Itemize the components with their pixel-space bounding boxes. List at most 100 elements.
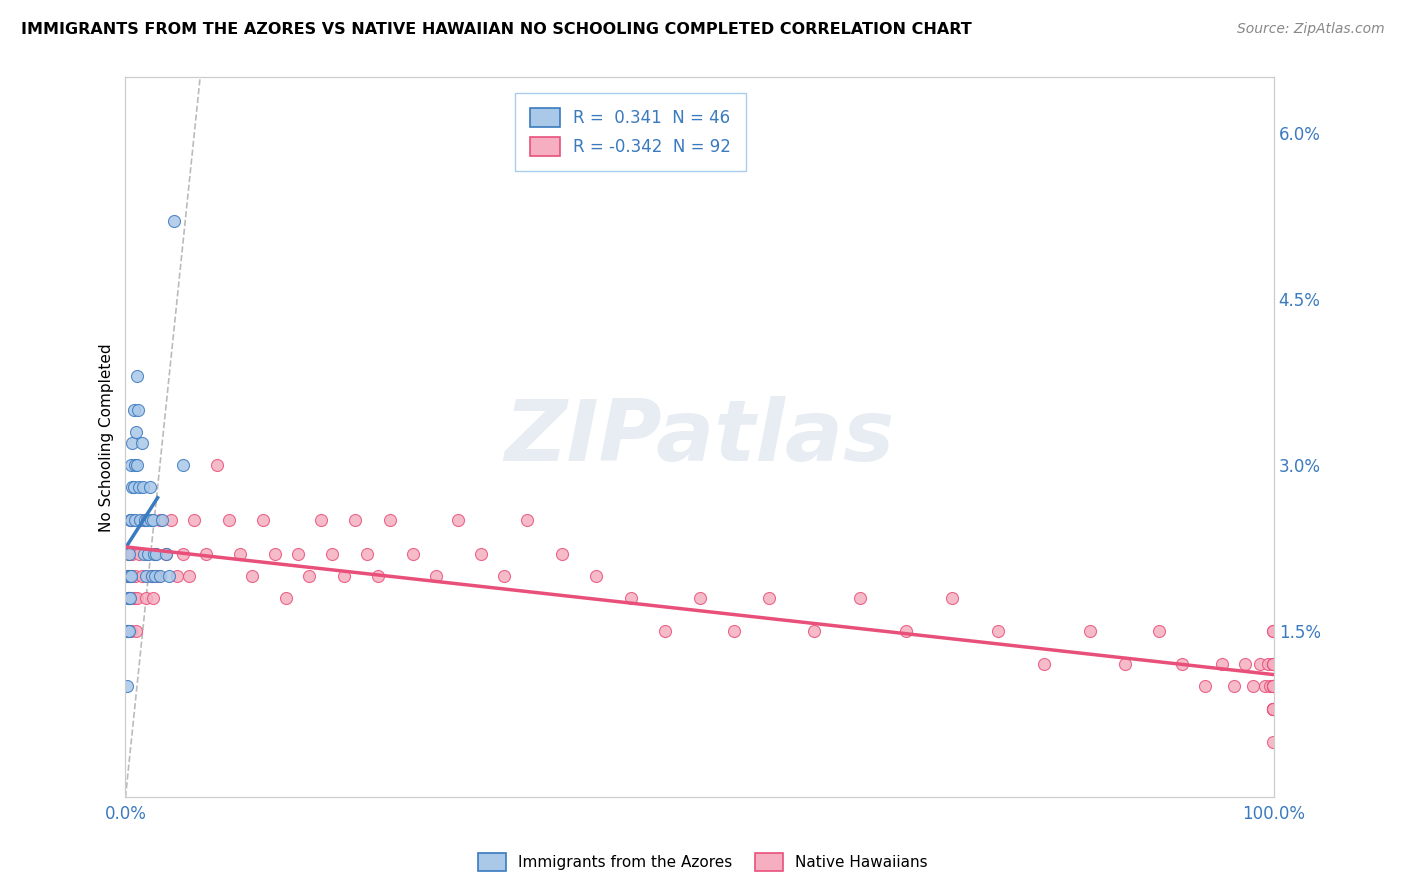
Point (276, 591, 298, 605)
Point (1261, 701, 1284, 715)
Point (1194, 680, 1216, 694)
Point (139, 513, 162, 527)
Point (298, 568, 321, 582)
Point (516, 513, 538, 527)
Point (125, 458, 148, 472)
Point (309, 513, 332, 527)
Point (142, 513, 165, 527)
Point (143, 568, 166, 582)
Point (1249, 657, 1271, 672)
Point (124, 458, 146, 472)
Point (118, 624, 141, 638)
Point (172, 547, 194, 561)
Point (849, 591, 872, 605)
Point (149, 513, 172, 527)
Point (120, 568, 142, 582)
Point (172, 458, 194, 472)
Point (120, 513, 142, 527)
Point (118, 547, 141, 561)
Point (139, 568, 162, 582)
Point (378, 513, 401, 527)
Point (1241, 680, 1264, 694)
Point (987, 624, 1010, 638)
Point (127, 402, 149, 417)
Point (124, 568, 146, 582)
Point (131, 480, 153, 494)
Point (138, 547, 160, 561)
Point (117, 591, 139, 605)
Point (1261, 735, 1284, 749)
Point (1261, 657, 1284, 672)
Point (120, 513, 142, 527)
Point (1261, 657, 1284, 672)
Point (120, 513, 142, 527)
Point (551, 547, 574, 561)
Point (194, 547, 217, 561)
Point (803, 624, 825, 638)
Point (1261, 624, 1284, 638)
Point (131, 568, 153, 582)
Point (160, 513, 183, 527)
Point (125, 425, 148, 439)
Point (138, 547, 160, 561)
Point (240, 568, 263, 582)
Point (135, 568, 157, 582)
Point (166, 568, 188, 582)
Point (115, 624, 138, 638)
Point (117, 568, 139, 582)
Point (120, 568, 142, 582)
Point (142, 591, 165, 605)
Point (143, 547, 166, 561)
Point (425, 568, 447, 582)
Point (1257, 657, 1279, 672)
Point (132, 513, 155, 527)
Point (1147, 624, 1170, 638)
Point (1033, 657, 1056, 672)
Point (1222, 680, 1244, 694)
Point (122, 591, 145, 605)
Point (367, 568, 389, 582)
Point (1261, 701, 1284, 715)
Point (654, 624, 676, 638)
Point (155, 547, 177, 561)
Point (758, 591, 780, 605)
Point (321, 547, 343, 561)
Point (287, 547, 309, 561)
Point (115, 680, 138, 694)
Point (1171, 657, 1194, 672)
Point (941, 591, 963, 605)
Point (470, 547, 492, 561)
Point (146, 568, 169, 582)
Point (1261, 680, 1284, 694)
Point (218, 513, 240, 527)
Point (1261, 657, 1284, 672)
Point (120, 591, 142, 605)
Point (155, 547, 177, 561)
Point (447, 513, 470, 527)
Point (1261, 680, 1284, 694)
Text: ZIPatlas: ZIPatlas (505, 396, 894, 479)
Point (120, 568, 142, 582)
Point (163, 214, 186, 228)
Point (138, 480, 160, 494)
Point (120, 624, 142, 638)
Point (121, 480, 143, 494)
Point (118, 591, 141, 605)
Point (134, 513, 156, 527)
Point (332, 568, 354, 582)
Point (356, 547, 378, 561)
Y-axis label: No Schooling Completed: No Schooling Completed (100, 343, 114, 532)
Point (263, 547, 285, 561)
Point (124, 513, 146, 527)
Point (120, 458, 142, 472)
Point (1261, 701, 1284, 715)
Point (207, 458, 229, 472)
Point (129, 513, 152, 527)
Text: Source: ZipAtlas.com: Source: ZipAtlas.com (1237, 22, 1385, 37)
Point (141, 568, 163, 582)
Point (229, 547, 252, 561)
Point (121, 547, 143, 561)
Point (149, 568, 172, 582)
Legend: Immigrants from the Azores, Native Hawaiians: Immigrants from the Azores, Native Hawai… (472, 847, 934, 877)
Point (143, 547, 166, 561)
